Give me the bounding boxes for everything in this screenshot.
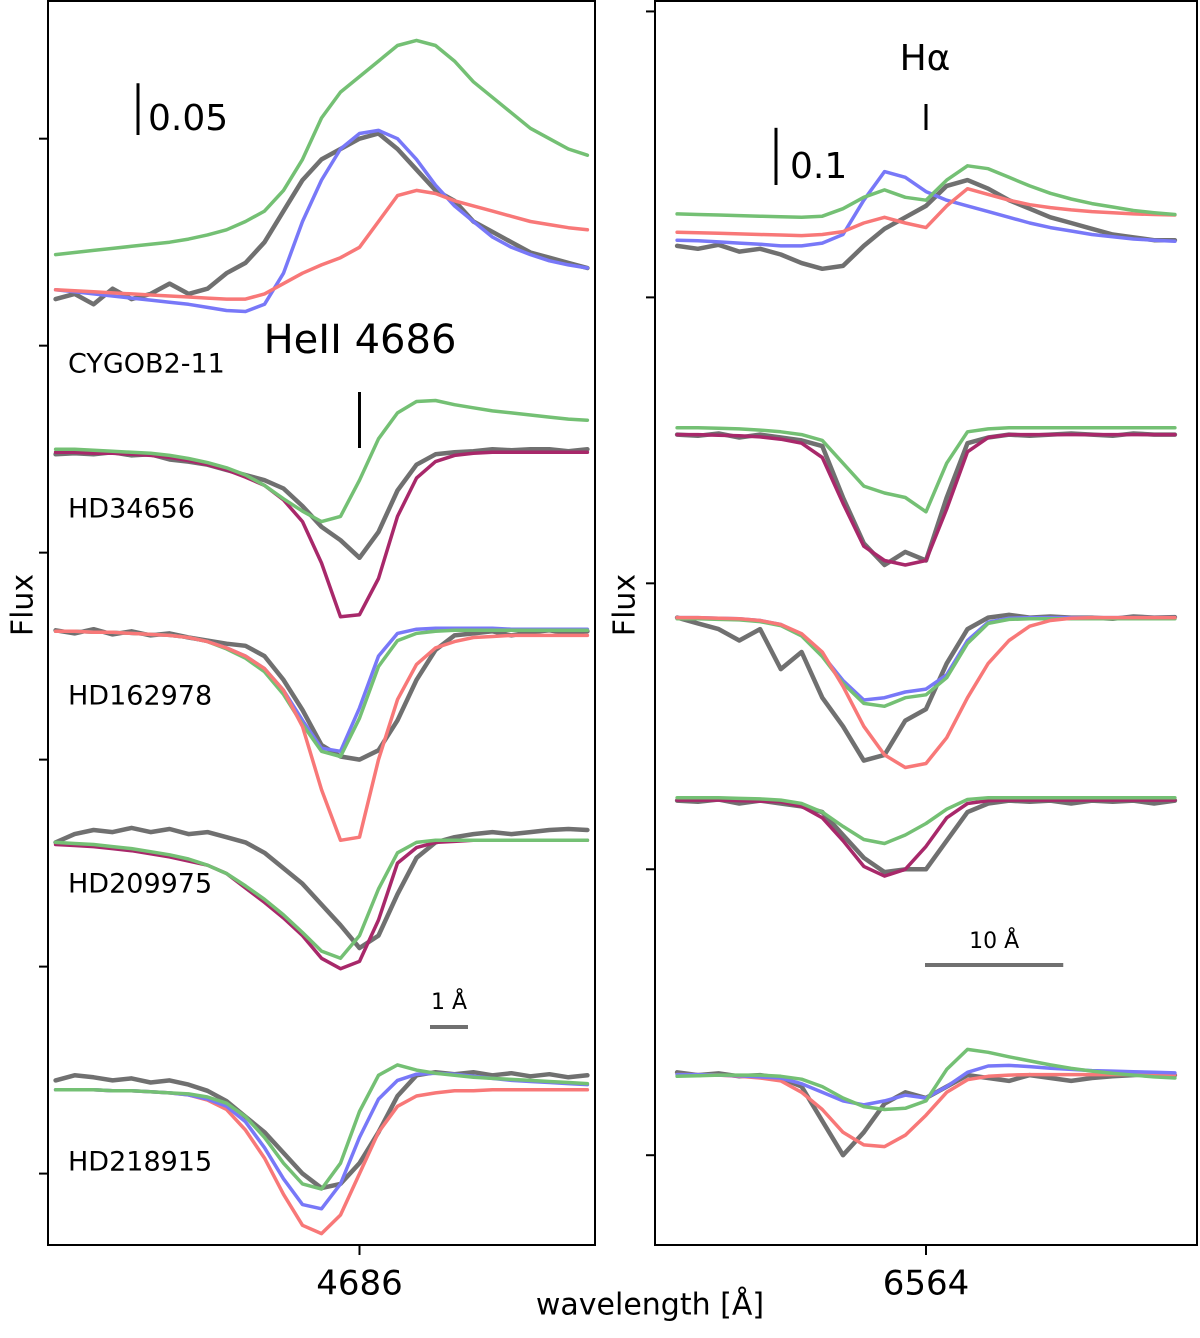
line-label: Hα bbox=[900, 38, 951, 79]
plot-frame bbox=[654, 0, 1198, 1246]
star-label: HD218915 bbox=[68, 1147, 212, 1178]
model-spectrum bbox=[675, 796, 1177, 846]
x-tick-label: 6564 bbox=[883, 1264, 970, 1304]
y-axis-label: Flux bbox=[608, 574, 643, 636]
model-spectrum bbox=[675, 186, 1177, 238]
model-spectrum bbox=[53, 838, 590, 961]
star-label: HD209975 bbox=[68, 869, 212, 900]
model-spectrum bbox=[53, 398, 590, 524]
model-spectrum bbox=[53, 450, 590, 619]
star-label: HD34656 bbox=[68, 494, 195, 525]
star-label: CYGOB2-11 bbox=[68, 349, 225, 380]
model-spectrum bbox=[675, 615, 1177, 702]
model-spectrum bbox=[675, 169, 1177, 248]
observed-spectrum bbox=[53, 131, 590, 307]
model-spectrum bbox=[675, 426, 1177, 514]
model-spectrum bbox=[53, 128, 590, 314]
wavelength-scale-label: 10 Å bbox=[969, 927, 1019, 954]
model-spectrum bbox=[675, 798, 1177, 878]
observed-spectrum bbox=[674, 177, 1178, 272]
plot-area bbox=[674, 164, 1178, 1158]
model-spectrum bbox=[675, 615, 1177, 770]
model-spectrum bbox=[53, 38, 590, 257]
model-spectrum bbox=[53, 1063, 590, 1191]
observed-spectrum bbox=[53, 825, 590, 951]
model-spectrum bbox=[675, 1072, 1177, 1149]
x-tick-label: 4686 bbox=[316, 1264, 403, 1304]
y-axis-label: Flux bbox=[6, 574, 41, 636]
model-spectrum bbox=[53, 629, 590, 843]
model-spectrum bbox=[675, 164, 1177, 220]
wavelength-scale-label: 1 Å bbox=[431, 988, 467, 1015]
model-spectrum bbox=[675, 1047, 1177, 1112]
observed-spectrum bbox=[674, 797, 1178, 875]
flux-scale-label: 0.1 bbox=[790, 146, 847, 187]
plot-frame bbox=[47, 0, 596, 1246]
line-label: HeII 4686 bbox=[264, 317, 457, 363]
observed-spectrum bbox=[674, 431, 1178, 568]
model-spectrum bbox=[675, 432, 1177, 567]
plot-area bbox=[53, 38, 590, 1236]
model-spectrum bbox=[53, 188, 590, 301]
flux-scale-label: 0.05 bbox=[148, 98, 228, 139]
star-label: HD162978 bbox=[68, 681, 212, 712]
x-axis-label: wavelength [Å] bbox=[536, 1287, 764, 1323]
